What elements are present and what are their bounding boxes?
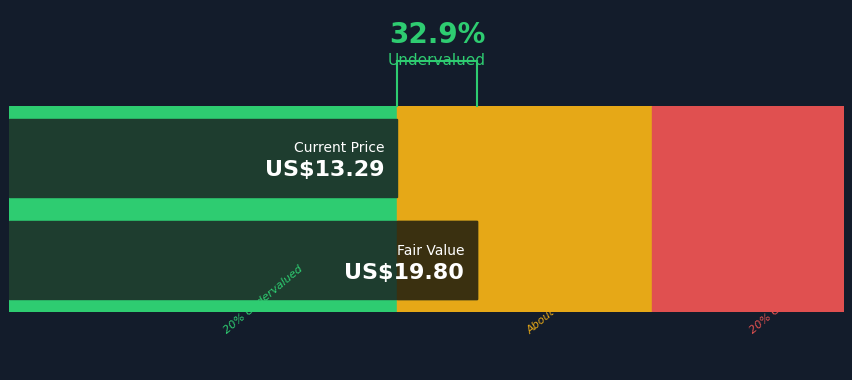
Bar: [9, 119, 397, 197]
Text: 32.9%: 32.9%: [389, 21, 485, 49]
Text: 20% Undervalued: 20% Undervalued: [222, 264, 305, 336]
Text: Current Price: Current Price: [294, 141, 384, 155]
Bar: [652, 106, 843, 312]
Text: US$19.80: US$19.80: [344, 263, 463, 283]
Bar: [9, 106, 397, 312]
Bar: [397, 221, 476, 299]
Text: US$13.29: US$13.29: [265, 160, 384, 180]
Text: 20% Overvalued: 20% Overvalued: [747, 268, 825, 336]
Text: Fair Value: Fair Value: [396, 244, 463, 258]
Text: Undervalued: Undervalued: [388, 53, 486, 68]
Bar: [9, 221, 476, 299]
Text: About Right: About Right: [524, 286, 581, 336]
Bar: [397, 106, 652, 312]
